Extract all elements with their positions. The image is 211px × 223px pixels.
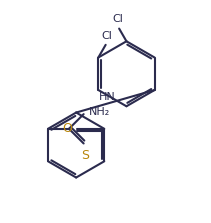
Text: HN: HN (99, 92, 115, 102)
Text: NH₂: NH₂ (89, 107, 110, 117)
Text: Cl: Cl (113, 14, 123, 24)
Text: O: O (62, 122, 72, 135)
Text: Cl: Cl (101, 31, 112, 41)
Text: S: S (81, 149, 89, 162)
